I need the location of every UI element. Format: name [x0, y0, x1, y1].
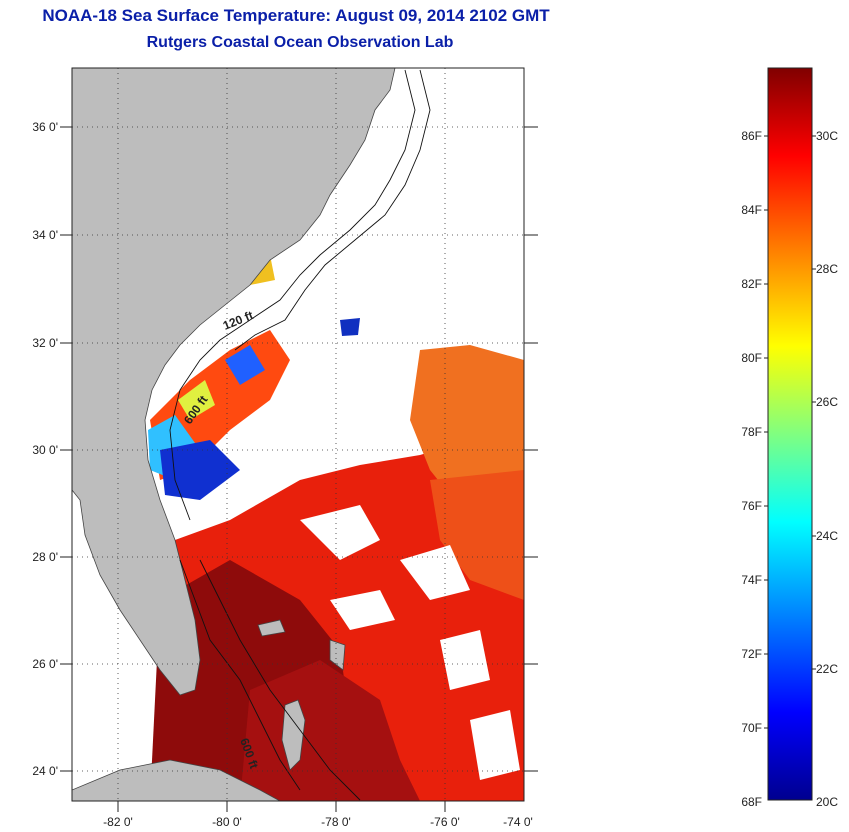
- cbar-c-22: 22C: [816, 662, 838, 676]
- lat-label-30: 30 0': [32, 443, 58, 457]
- map-title: NOAA-18 Sea Surface Temperature: August …: [42, 6, 550, 25]
- lon-label-82: -82 0': [103, 815, 133, 829]
- cbar-f-70: 70F: [741, 721, 762, 735]
- lon-label-76: -76 0': [430, 815, 460, 829]
- cuba-land: [72, 759, 281, 801]
- land-mass: [72, 68, 396, 696]
- lat-label-36: 36 0': [32, 120, 58, 134]
- cbar-f-74: 74F: [741, 573, 762, 587]
- bathymetry-contours: [169, 69, 431, 801]
- cbar-f-82: 82F: [741, 277, 762, 291]
- cbar-c-26: 26C: [816, 395, 838, 409]
- lat-label-34: 34 0': [32, 228, 58, 242]
- cbar-c-24: 24C: [816, 529, 838, 543]
- cbar-f-72: 72F: [741, 647, 762, 661]
- cbar-c-30: 30C: [816, 129, 838, 143]
- map-frame: [71, 67, 525, 802]
- cbar-f-80: 80F: [741, 351, 762, 365]
- lat-label-24: 24 0': [32, 764, 58, 778]
- cbar-f-68: 68F: [741, 795, 762, 809]
- cbar-f-76: 76F: [741, 499, 762, 513]
- map-subtitle: Rutgers Coastal Ocean Observation Lab: [146, 34, 454, 51]
- grand-bahama: [257, 619, 286, 637]
- map-gridlines: [72, 68, 524, 801]
- colorbar: 86F 84F 82F 80F 78F 76F 74F 72F 70F 68F …: [741, 67, 838, 809]
- axis-ticks: [60, 126, 538, 812]
- lat-label-26: 26 0': [32, 657, 58, 671]
- lat-label-28: 28 0': [32, 550, 58, 564]
- cbar-c-20: 20C: [816, 795, 838, 809]
- cbar-c-28: 28C: [816, 262, 838, 276]
- colorbar-gradient: [767, 67, 813, 801]
- lon-label-74: -74 0': [503, 815, 533, 829]
- lon-label-78: -78 0': [321, 815, 351, 829]
- andros-island: [281, 699, 306, 771]
- lon-label-80: -80 0': [212, 815, 242, 829]
- lat-label-32: 32 0': [32, 336, 58, 350]
- cbar-f-86: 86F: [741, 129, 762, 143]
- eleuthera: [329, 639, 346, 671]
- cbar-f-78: 78F: [741, 425, 762, 439]
- cbar-f-84: 84F: [741, 203, 762, 217]
